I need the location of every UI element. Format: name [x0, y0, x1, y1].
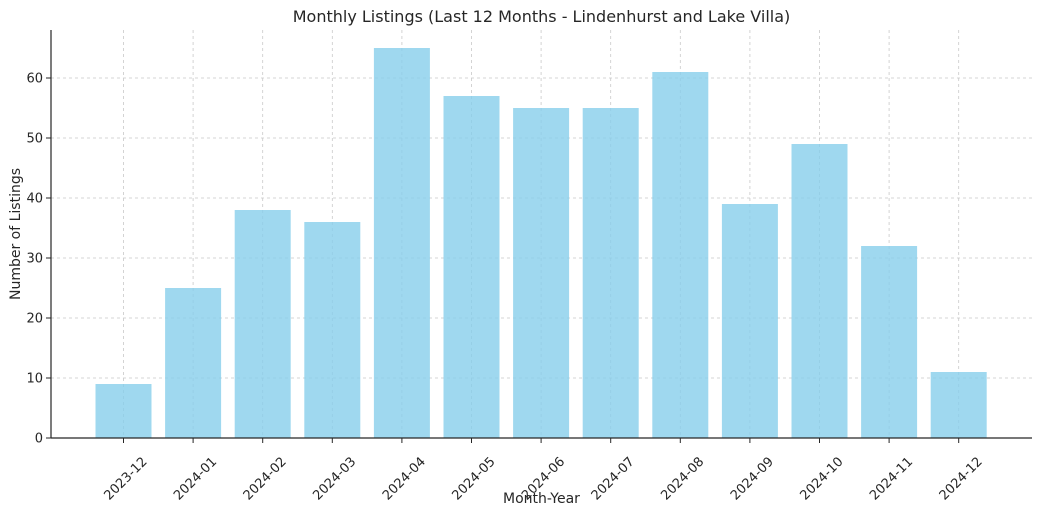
bars	[95, 48, 987, 438]
y-tick-label: 60	[26, 72, 43, 87]
y-ticks: 0 10 20 30 40 50 60	[26, 72, 51, 447]
bar-2024-07	[582, 108, 639, 438]
x-tick-label: 2024-01	[171, 454, 220, 503]
x-tick-label: 2024-07	[589, 454, 638, 503]
bar-2024-02	[234, 210, 291, 438]
y-tick-label: 40	[26, 192, 43, 207]
x-tick-label: 2024-11	[867, 454, 916, 503]
y-tick-label: 50	[26, 132, 43, 147]
y-tick-label: 0	[35, 432, 43, 447]
y-axis-label: Number of Listings	[8, 168, 24, 300]
x-tick-label: 2023-12	[102, 454, 151, 503]
bar-2024-10	[791, 144, 848, 438]
x-tick-label: 2024-09	[728, 454, 777, 503]
x-tick-label: 2024-03	[310, 454, 359, 503]
bar-2024-12	[930, 372, 987, 438]
bar-2024-06	[513, 108, 570, 438]
y-tick-label: 20	[26, 312, 43, 327]
bar-2024-04	[373, 48, 430, 438]
x-tick-label: 2024-10	[798, 454, 847, 503]
x-tick-label: 2024-08	[658, 454, 707, 503]
y-tick-label: 30	[26, 252, 43, 267]
x-tick-label: 2024-05	[450, 454, 499, 503]
x-tick-label: 2024-02	[241, 454, 290, 503]
bar-2024-01	[165, 288, 222, 438]
bar-2024-03	[304, 222, 361, 438]
bar-2024-11	[861, 246, 918, 438]
bar-2023-12	[95, 384, 152, 438]
x-tick-label: 2024-04	[380, 454, 429, 503]
bar-2024-08	[652, 72, 709, 438]
chart-title: Monthly Listings (Last 12 Months - Linde…	[293, 7, 791, 26]
y-tick-label: 10	[26, 372, 43, 387]
x-axis-label: Month-Year	[503, 491, 580, 507]
x-tick-label: 2024-12	[937, 454, 986, 503]
bar-2024-09	[721, 204, 778, 438]
bar-2024-05	[443, 96, 500, 438]
